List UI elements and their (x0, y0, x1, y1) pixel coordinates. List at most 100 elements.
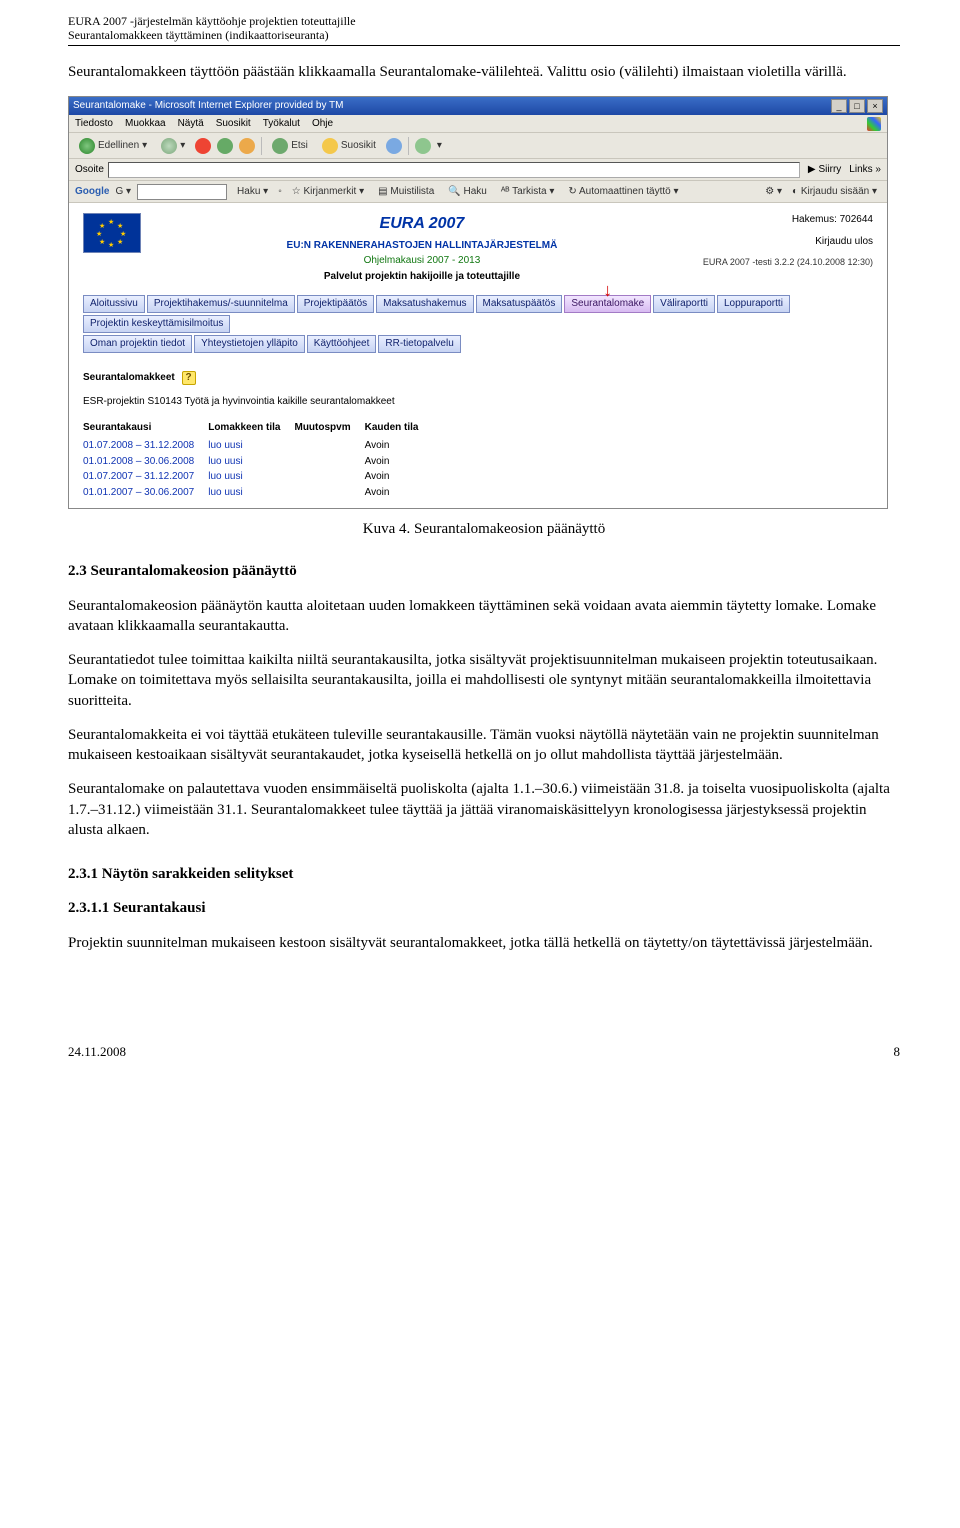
eura-subtitle: EU:N RAKENNERAHASTOJEN HALLINTAJÄRJESTEL… (153, 239, 691, 253)
table-cell-kaudentila: Avoin (365, 469, 433, 485)
favorites-label: Suosikit (341, 139, 376, 153)
search-label: Etsi (291, 139, 308, 153)
minimize-button[interactable]: _ (831, 99, 847, 113)
ie-address-bar: Osoite ▶ Siirry Links » (69, 159, 887, 181)
windows-logo-icon (867, 117, 881, 131)
stop-icon[interactable] (195, 138, 211, 154)
close-button[interactable]: × (867, 99, 883, 113)
table-cell-kausi[interactable]: 01.01.2008 – 30.06.2008 (83, 454, 208, 470)
table-row: 01.01.2008 – 30.06.2008luo uusi Avoin (83, 454, 433, 470)
tab-maksatushakemus[interactable]: Maksatushakemus (376, 295, 473, 313)
google-bookmarks[interactable]: ☆ Kirjanmerkit ▾ (288, 185, 368, 199)
doc-header-line2: Seurantalomakkeen täyttäminen (indikaatt… (68, 28, 900, 42)
back-label: Edellinen (98, 139, 139, 153)
back-button[interactable]: Edellinen ▾ (75, 137, 151, 155)
section-title: Seurantalomakkeet ? (83, 371, 873, 385)
tab-loppuraportti[interactable]: Loppuraportti (717, 295, 790, 313)
arrow-indicator-icon: ↓ (603, 278, 612, 302)
address-input[interactable] (108, 162, 800, 178)
screenshot-figure: Seurantalomake - Microsoft Internet Expl… (68, 96, 888, 509)
table-cell-tila[interactable]: luo uusi (208, 485, 294, 501)
tab-seurantalomake[interactable]: ↓ Seurantalomake (564, 295, 651, 313)
links-label[interactable]: Links » (849, 163, 881, 177)
table-header-row: Seurantakausi Lomakkeen tila Muutospvm K… (83, 419, 433, 439)
document-header: EURA 2007 -järjestelmän käyttöohje proje… (68, 0, 900, 46)
tab-aloitussivu[interactable]: Aloitussivu (83, 295, 145, 313)
table-row: 01.01.2007 – 30.06.2007luo uusi Avoin (83, 485, 433, 501)
help-icon[interactable]: ? (182, 371, 196, 385)
google-notepad[interactable]: ▤ Muistilista (374, 185, 438, 199)
ie-titlebar: Seurantalomake - Microsoft Internet Expl… (69, 97, 887, 115)
eura-title: EURA 2007 (153, 213, 691, 235)
refresh-icon[interactable] (217, 138, 233, 154)
heading-2-3-1-1: 2.3.1.1 Seurantakausi (68, 898, 900, 918)
seurantakausi-table: Seurantakausi Lomakkeen tila Muutospvm K… (83, 419, 433, 501)
google-autofill[interactable]: ↻ Automaattinen täyttö ▾ (564, 185, 682, 199)
history-icon[interactable] (415, 138, 431, 154)
search-icon (272, 138, 288, 154)
table-cell-tila[interactable]: luo uusi (208, 438, 294, 454)
tab-yhteystiedot[interactable]: Yhteystietojen ylläpito (194, 335, 305, 353)
tab-rr-tietopalvelu[interactable]: RR-tietopalvelu (378, 335, 460, 353)
col-kauden-tila: Kauden tila (365, 419, 433, 439)
tab-valiraportti[interactable]: Väliraportti (653, 295, 715, 313)
table-cell-muutospvm (294, 438, 364, 454)
col-lomakkeen-tila: Lomakkeen tila (208, 419, 294, 439)
doc-header-line1: EURA 2007 -järjestelmän käyttöohje proje… (68, 14, 900, 28)
google-search-input[interactable] (137, 184, 227, 200)
google-logo[interactable]: Google (75, 185, 109, 199)
table-cell-kausi[interactable]: 01.07.2008 – 31.12.2008 (83, 438, 208, 454)
col-muutospvm: Muutospvm (294, 419, 364, 439)
menu-view[interactable]: Näytä (178, 117, 204, 131)
version-label: EURA 2007 -testi 3.2.2 (24.10.2008 12:30… (703, 256, 873, 268)
google-haku-button[interactable]: Haku ▾ (233, 185, 272, 199)
table-cell-muutospvm (294, 485, 364, 501)
paragraph-5: Projektin suunnitelman mukaiseen kestoon… (68, 933, 900, 953)
menu-file[interactable]: Tiedosto (75, 117, 113, 131)
google-signin[interactable]: ◐ Kirjaudu sisään ▾ (788, 185, 881, 199)
tab-oman-projektin[interactable]: Oman projektin tiedot (83, 335, 192, 353)
footer-page: 8 (894, 1043, 901, 1061)
tab-projektipaatos[interactable]: Projektipäätös (297, 295, 374, 313)
logout-link[interactable]: Kirjaudu ulos (703, 235, 873, 249)
media-icon[interactable] (386, 138, 402, 154)
project-line: ESR-projektin S10143 Työtä ja hyvinvoint… (83, 395, 873, 409)
table-cell-kaudentila: Avoin (365, 485, 433, 501)
table-row: 01.07.2007 – 31.12.2007luo uusi Avoin (83, 469, 433, 485)
google-g-dropdown[interactable]: G ▾ (115, 185, 131, 199)
menu-edit[interactable]: Muokkaa (125, 117, 166, 131)
table-cell-kausi[interactable]: 01.01.2007 – 30.06.2007 (83, 485, 208, 501)
eura-page: ★ ★ ★ ★ ★ ★ ★ ★ EURA 2007 EU:N RAKENNERA… (69, 203, 887, 508)
maximize-button[interactable]: □ (849, 99, 865, 113)
tab-projektihakemus[interactable]: Projektihakemus/-suunnitelma (147, 295, 295, 313)
search-button[interactable]: Etsi (268, 137, 312, 155)
google-settings-icon[interactable]: ⚙ ▾ (765, 185, 782, 199)
menu-help[interactable]: Ohje (312, 117, 333, 131)
menu-favorites[interactable]: Suosikit (216, 117, 251, 131)
table-row: 01.07.2008 – 31.12.2008luo uusiAvoin (83, 438, 433, 454)
table-cell-tila[interactable]: luo uusi (208, 454, 294, 470)
favorites-button[interactable]: Suosikit (318, 137, 380, 155)
tab-kayttoohjeet[interactable]: Käyttöohjeet (307, 335, 377, 353)
table-cell-kausi[interactable]: 01.07.2007 – 31.12.2007 (83, 469, 208, 485)
paragraph-3: Seurantalomakkeita ei voi täyttää etukät… (68, 725, 900, 766)
table-cell-kaudentila: Avoin (365, 454, 433, 470)
google-toolbar: Google G ▾ Haku ▾ ◦ ☆ Kirjanmerkit ▾ ▤ M… (69, 181, 887, 203)
table-cell-muutospvm (294, 469, 364, 485)
home-icon[interactable] (239, 138, 255, 154)
paragraph-2: Seurantatiedot tulee toimittaa kaikilta … (68, 650, 900, 711)
table-cell-tila[interactable]: luo uusi (208, 469, 294, 485)
hakemus-label: Hakemus: 702644 (703, 213, 873, 227)
google-check[interactable]: ᴬᴮ Tarkista ▾ (497, 185, 559, 199)
tab-keskeytys[interactable]: Projektin keskeyttämisilmoitus (83, 315, 230, 333)
figure-caption: Kuva 4. Seurantalomakeosion päänäyttö (68, 519, 900, 539)
intro-paragraph: Seurantalomakkeen täyttöön päästään klik… (68, 62, 900, 82)
nav-row-2: Oman projektin tiedot Yhteystietojen yll… (83, 335, 873, 353)
menu-tools[interactable]: Työkalut (263, 117, 300, 131)
ie-menubar: Tiedosto Muokkaa Näytä Suosikit Työkalut… (69, 115, 887, 133)
forward-button[interactable]: ▾ (157, 137, 189, 155)
tab-maksatuspaatos[interactable]: Maksatuspäätös (476, 295, 563, 313)
go-button[interactable]: ▶ Siirry (804, 162, 845, 178)
heading-2-3: 2.3 Seurantalomakeosion päänäyttö (68, 561, 900, 581)
google-haku2[interactable]: 🔍 Haku (444, 185, 491, 199)
